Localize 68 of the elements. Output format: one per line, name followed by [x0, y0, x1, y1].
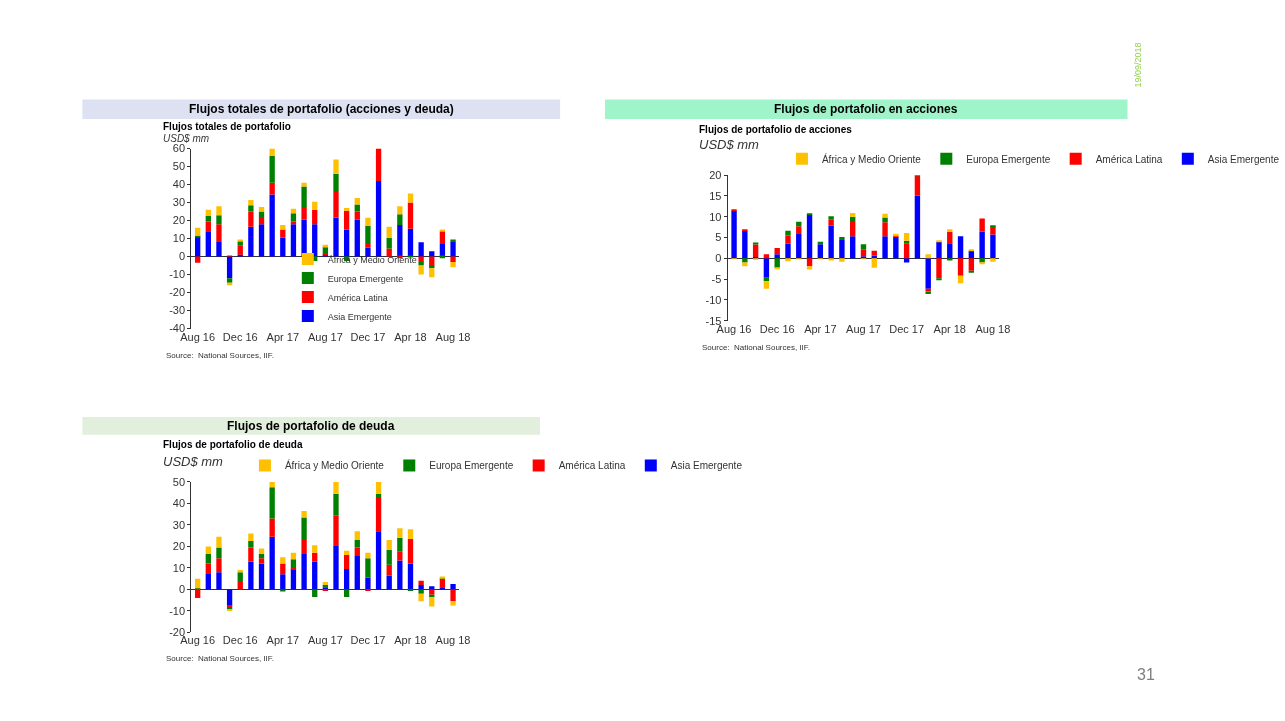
legend-label: África y Medio Oriente	[327, 254, 417, 265]
legend-label: Europa Emergente	[327, 273, 404, 284]
chart-title: Flujos totales de portafolio (acciones y deuda)	[189, 102, 454, 116]
x-tick-label: Apr 17	[266, 330, 300, 343]
y-tick-label: 20	[709, 168, 722, 181]
legend-label: Asia Emergente	[1207, 153, 1280, 165]
y-tick-label: -10	[169, 268, 186, 281]
x-tick-label: Dec 16	[222, 330, 258, 343]
x-tick-label: Dec 16	[759, 322, 795, 335]
chart-subtitle: Flujos de portafolio de acciones	[699, 124, 853, 135]
x-tick-label: Aug 17	[307, 634, 343, 647]
x-tick-label: Dec 17	[350, 634, 386, 647]
y-tick-label: 0	[178, 583, 186, 596]
y-axis-title: USD$ mm	[163, 454, 224, 469]
y-tick-label: 60	[172, 142, 186, 155]
x-tick-label: Dec 17	[350, 330, 386, 343]
y-tick-label: 10	[172, 561, 186, 574]
y-tick-label: 30	[172, 196, 186, 209]
chart-title: Flujos de portafolio de deuda	[227, 419, 395, 433]
y-tick-label: -10	[169, 604, 186, 617]
x-tick-label: Aug 18	[975, 322, 1011, 335]
x-tick-label: Dec 17	[889, 322, 925, 335]
y-axis-title: USD$ mm	[699, 137, 760, 152]
y-tick-label: -30	[169, 304, 186, 317]
x-tick-label: Apr 17	[804, 322, 837, 335]
y-tick-label: 50	[172, 160, 186, 173]
y-tick-label: 10	[172, 232, 186, 245]
y-tick-label: 40	[172, 178, 186, 191]
x-tick-label: Apr 18	[933, 322, 966, 335]
y-tick-label: 20	[172, 540, 186, 553]
legend-label: América Latina	[558, 460, 626, 472]
legend-label: África y Medio Oriente	[821, 152, 922, 165]
source-note: Source: National Sources, IIF.	[702, 343, 811, 352]
y-tick-label: 10	[709, 210, 722, 223]
chart-subtitle: Flujos de portafolio de deuda	[163, 439, 303, 450]
source-note: Source: National Sources, IIF.	[166, 351, 275, 360]
y-tick-label: 0	[178, 250, 186, 263]
y-tick-label: 30	[172, 518, 186, 531]
y-tick-label: 0	[715, 252, 722, 265]
x-tick-label: Aug 17	[846, 322, 881, 335]
x-tick-label: Apr 18	[394, 634, 427, 647]
y-tick-label: 20	[172, 214, 186, 227]
y-tick-label: 40	[172, 497, 186, 510]
y-tick-label: -10	[705, 293, 722, 306]
y-tick-label: 15	[709, 189, 722, 202]
legend-label: Europa Emergente	[429, 460, 514, 472]
y-tick-label: -5	[711, 272, 722, 285]
text: 31	[1137, 666, 1155, 683]
legend-label: América Latina	[1095, 153, 1163, 165]
x-tick-label: Aug 18	[435, 634, 471, 647]
y-tick-label: 50	[172, 475, 186, 488]
legend-label: Asia Emergente	[670, 460, 743, 472]
x-tick-label: Aug 17	[307, 330, 343, 343]
legend-label: Europa Emergente	[966, 153, 1051, 165]
chart-title: Flujos de portafolio en acciones	[774, 102, 958, 116]
y-axis-title: USD$ mm	[163, 133, 210, 144]
x-tick-label: Apr 17	[266, 634, 300, 647]
legend-label: América Latina	[327, 292, 388, 303]
y-tick-label: -20	[169, 286, 186, 299]
source-note: Source: National Sources, IIF.	[166, 654, 275, 663]
chart-subtitle: Flujos totales de portafolio	[163, 121, 291, 132]
y-tick-label: 5	[715, 231, 722, 244]
x-tick-label: Apr 18	[394, 330, 427, 343]
x-tick-label: Aug 18	[435, 330, 471, 343]
legend-label: África y Medio Oriente	[284, 459, 385, 472]
legend-label: Asia Emergente	[327, 311, 392, 322]
text: 19/09/2018	[1133, 42, 1144, 88]
x-tick-label: Dec 16	[222, 634, 258, 647]
